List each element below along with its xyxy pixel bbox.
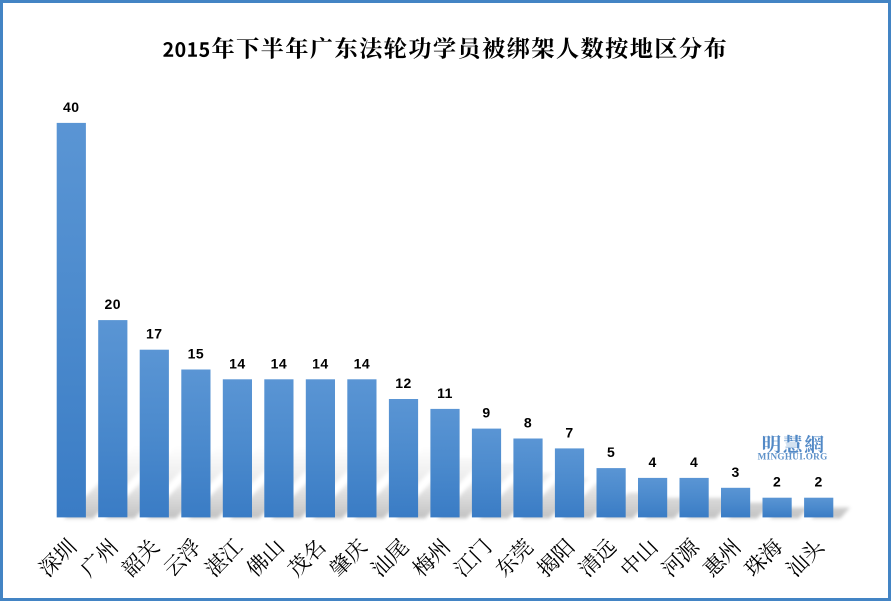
svg-text:14: 14 xyxy=(229,355,246,371)
svg-text:14: 14 xyxy=(312,355,329,371)
svg-text:20: 20 xyxy=(105,296,122,312)
svg-text:9: 9 xyxy=(482,405,490,421)
svg-text:7: 7 xyxy=(565,424,573,440)
svg-text:14: 14 xyxy=(271,355,288,371)
svg-text:4: 4 xyxy=(690,454,698,470)
svg-text:14: 14 xyxy=(354,355,371,371)
svg-text:4: 4 xyxy=(648,454,656,470)
svg-text:11: 11 xyxy=(437,385,453,401)
svg-text:MINGHUI.ORG: MINGHUI.ORG xyxy=(758,452,828,462)
svg-text:40: 40 xyxy=(63,99,80,115)
svg-text:8: 8 xyxy=(524,415,532,431)
svg-text:17: 17 xyxy=(146,326,163,342)
svg-text:5: 5 xyxy=(607,444,615,460)
svg-text:15: 15 xyxy=(188,346,205,362)
svg-text:3: 3 xyxy=(731,464,739,480)
svg-text:2: 2 xyxy=(773,474,781,490)
svg-text:12: 12 xyxy=(395,375,412,391)
svg-text:2: 2 xyxy=(815,474,823,490)
